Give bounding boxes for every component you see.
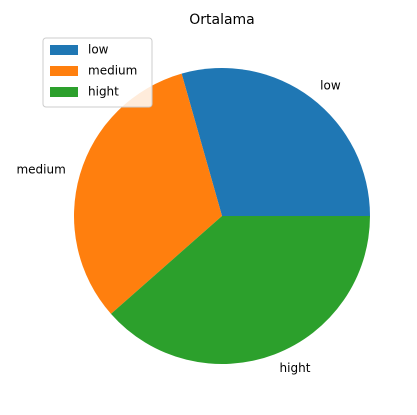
- legend: low medium hight: [42, 37, 153, 108]
- chart-title: Ortalama: [189, 12, 255, 28]
- slice-labels: low medium hight: [16, 79, 340, 375]
- legend-swatch-hight: [50, 87, 78, 97]
- legend-swatch-low: [50, 45, 78, 55]
- legend-label-medium: medium: [88, 64, 137, 78]
- pie-slice-low: [181, 68, 370, 216]
- slice-label-hight: hight: [280, 361, 311, 375]
- pie-slices: [73, 68, 371, 364]
- slice-label-low: low: [320, 79, 341, 93]
- legend-label-low: low: [88, 43, 109, 57]
- pie-slice-hight: [110, 216, 371, 364]
- legend-swatch-medium: [50, 66, 78, 76]
- pie-slice-medium: [73, 73, 223, 314]
- legend-label-hight: hight: [88, 85, 119, 99]
- slice-label-medium: medium: [16, 163, 65, 177]
